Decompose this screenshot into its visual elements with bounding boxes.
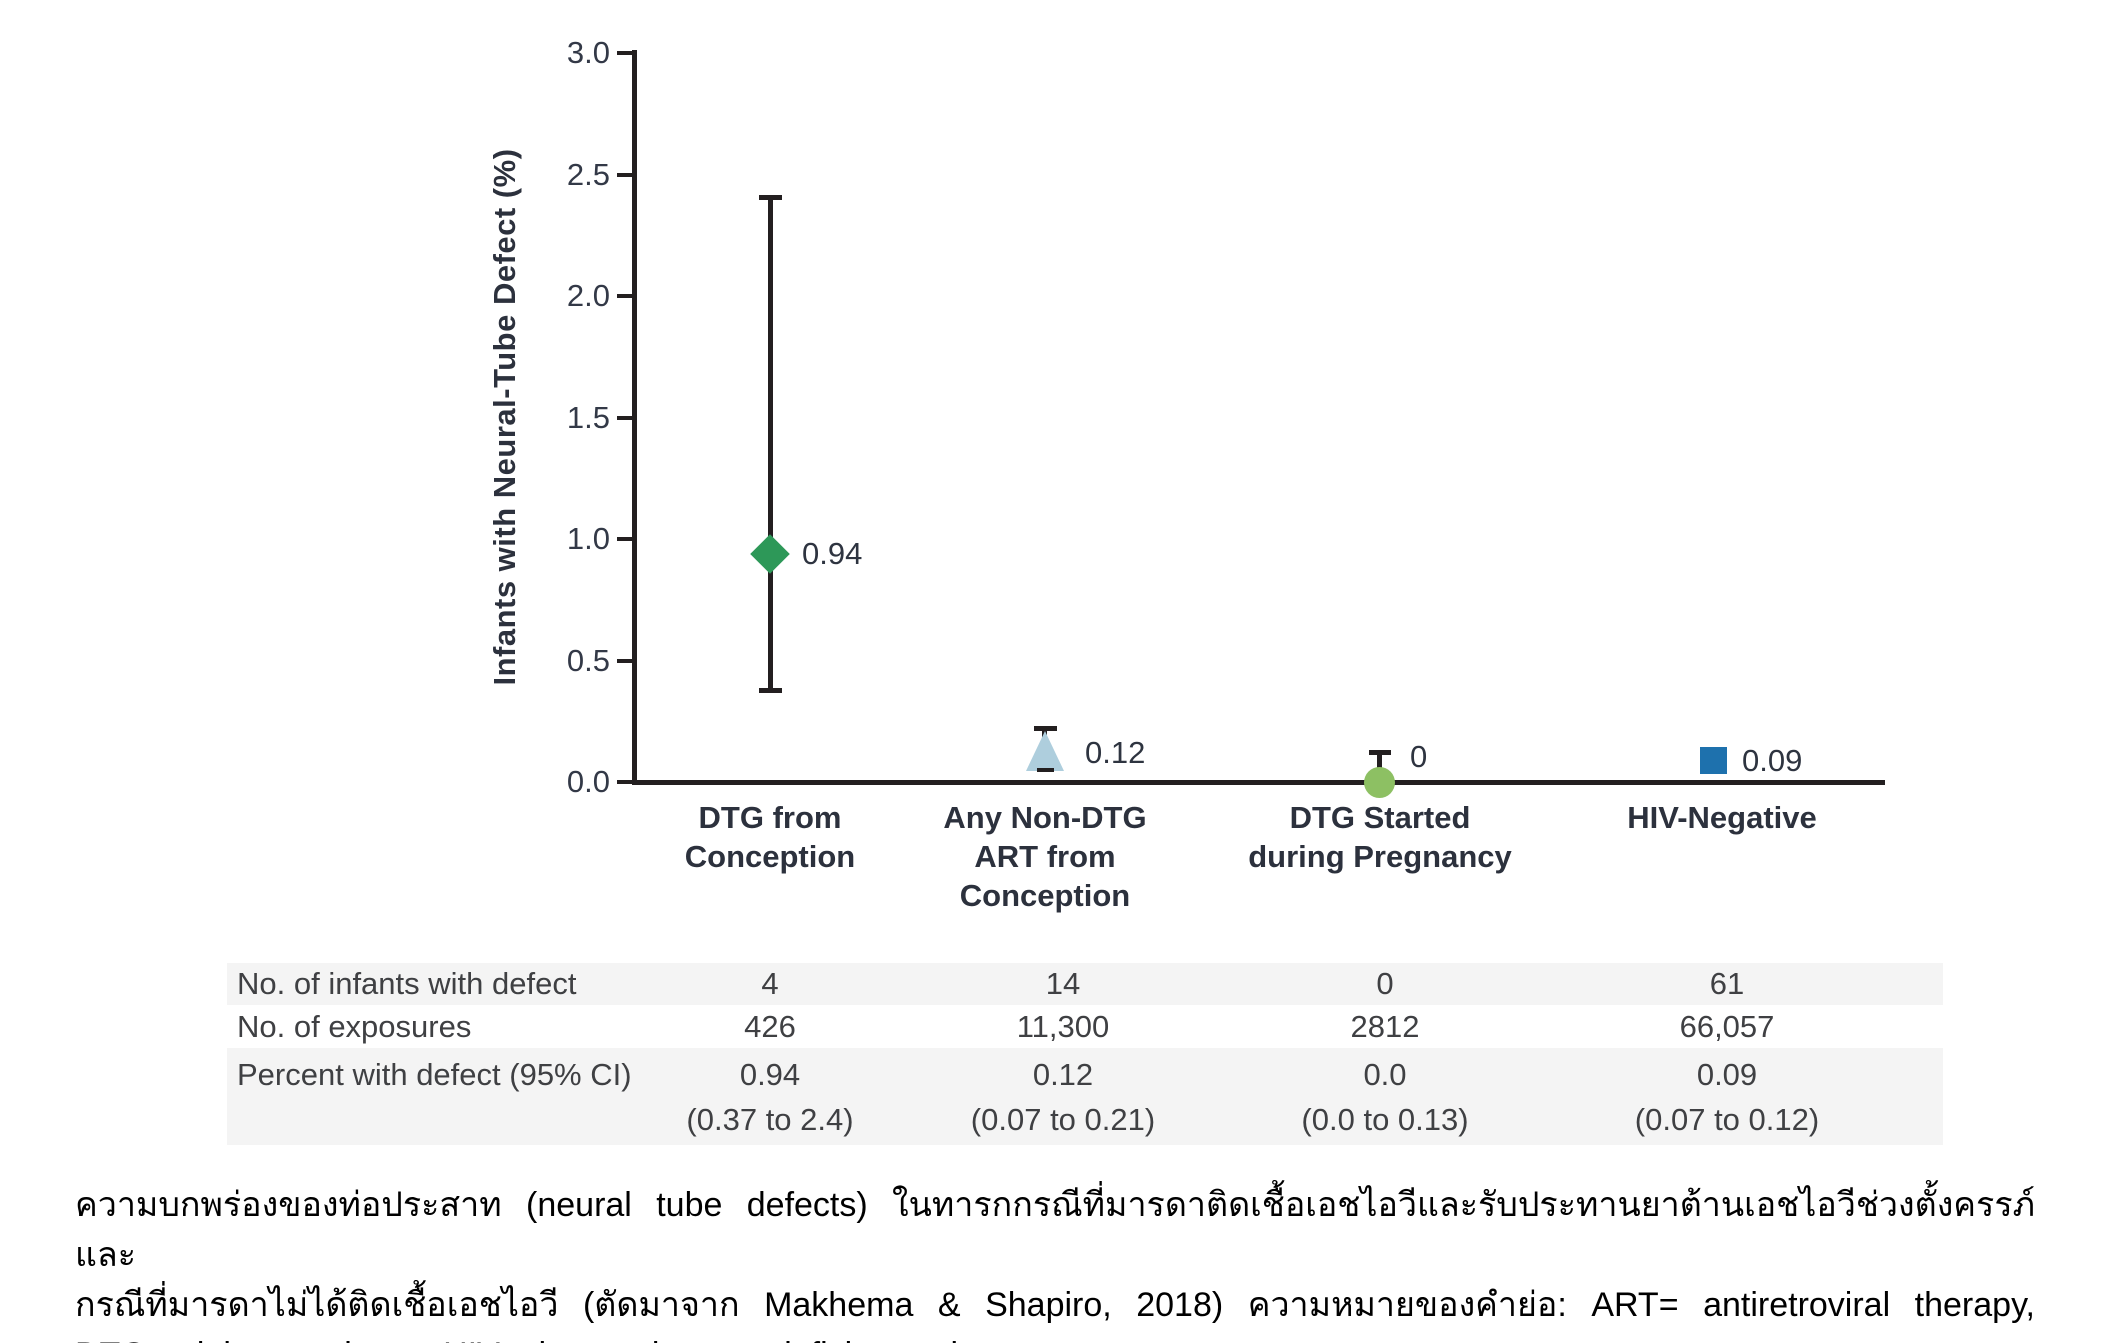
caption-line: ความบกพร่องของท่อประสาท (neural tube def… (75, 1186, 2035, 1274)
triangle-marker (1026, 731, 1064, 771)
table-cell: 66,057 (1679, 1009, 1775, 1044)
table-cell: 0.0 (0.0 to 0.13) (1301, 1057, 1469, 1137)
table-cell: 11,300 (1016, 1009, 1110, 1044)
y-tick-label: 0.5 (566, 643, 610, 678)
ci-cap-top (1369, 750, 1391, 755)
y-axis-title: Infants with Neural-Tube Defect (%) (487, 148, 522, 686)
table-cell: 0.09 (0.07 to 0.12) (1634, 1057, 1820, 1137)
table-cell: 2812 (1350, 1009, 1420, 1044)
y-tick (617, 173, 633, 177)
x-category-label: Any Non-DTG ART from Conception (943, 800, 1147, 913)
y-tick-label: 3.0 (566, 35, 610, 70)
y-tick (617, 416, 633, 420)
y-tick-label: 1.0 (566, 521, 610, 556)
ci-whisker (1377, 752, 1382, 770)
y-tick (617, 51, 633, 55)
table-cell: 0 (1376, 966, 1394, 1001)
ci-cap-top (1034, 726, 1057, 731)
table-cell: 14 (1045, 966, 1081, 1001)
y-tick-label: 0.0 (566, 764, 610, 799)
figure-caption: ความบกพร่องของท่อประสาท (neural tube def… (75, 1180, 2035, 1343)
square-marker (1700, 747, 1727, 774)
y-tick-label: 2.5 (566, 157, 610, 192)
ci-cap-bottom (759, 688, 782, 693)
table-cell: 4 (761, 966, 779, 1001)
value-label: 0.09 (1742, 743, 1803, 778)
caption-line: กรณีที่มารดาไม่ได้ติดเชื้อเอชไอวี (ตัดมา… (75, 1286, 2035, 1324)
x-axis-line (632, 780, 1885, 785)
y-tick-label: 1.5 (566, 400, 610, 435)
value-label: 0 (1410, 739, 1428, 774)
table-cell: 61 (1709, 966, 1745, 1001)
value-label: 0.12 (1085, 735, 1146, 770)
y-axis-line (632, 50, 637, 784)
diamond-marker (750, 534, 790, 574)
row-label: Percent with defect (95% CI) (237, 1057, 632, 1092)
table-cell: 0.12 (0.07 to 0.21) (970, 1057, 1156, 1137)
table-row: No. of infants with defect 4 14 0 61 (227, 963, 1943, 1005)
y-tick (617, 294, 633, 298)
table-row: Percent with defect (95% CI) 0.94 (0.37 … (227, 1048, 1943, 1145)
row-label: No. of exposures (237, 1009, 472, 1044)
table-cell: 426 (744, 1009, 796, 1044)
row-label: No. of infants with defect (237, 966, 577, 1001)
x-category-label: DTG from Conception (684, 800, 856, 874)
x-category-label: DTG Started during Pregnancy (1248, 800, 1512, 874)
x-category-label: HIV-Negative (1627, 800, 1817, 835)
ci-cap-bottom (1037, 768, 1054, 772)
y-tick (617, 537, 633, 541)
y-tick (617, 780, 633, 784)
circle-marker (1364, 767, 1395, 798)
ci-whisker (768, 198, 773, 691)
ci-cap-top (759, 195, 782, 200)
y-tick (617, 659, 633, 663)
table-cell: 0.94 (0.37 to 2.4) (686, 1057, 854, 1137)
table-row: No. of exposures 426 11,300 2812 66,057 (227, 1005, 1943, 1048)
caption-line: DTG = dolutegravir และ HIV = human immun… (75, 1330, 2035, 1343)
value-label: 0.94 (802, 536, 863, 571)
y-tick-label: 2.0 (566, 278, 610, 313)
